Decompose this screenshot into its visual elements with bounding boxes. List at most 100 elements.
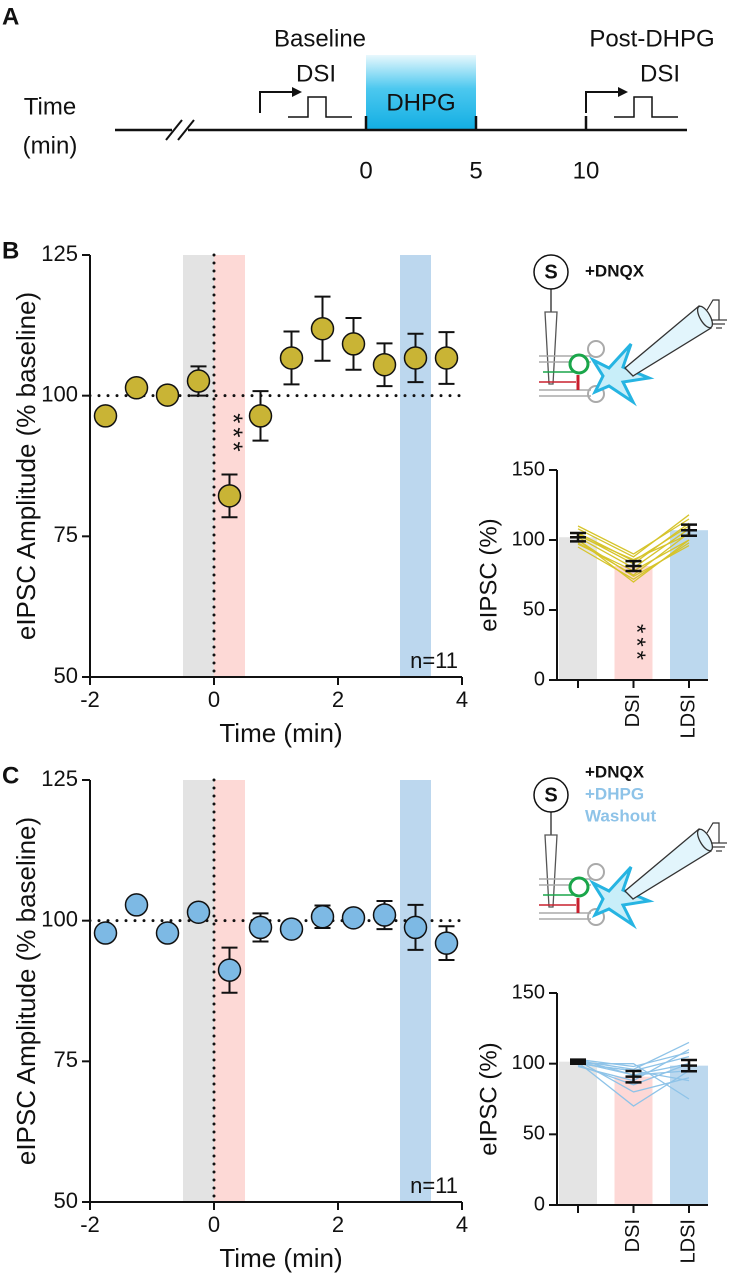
y-tick-label: 100 — [512, 528, 545, 550]
break-mark — [177, 119, 195, 141]
data-point — [248, 404, 273, 428]
significance: *** — [623, 624, 650, 664]
x-axis-label: Time (min) — [219, 718, 342, 748]
x-tick-label: 4 — [456, 1212, 468, 1237]
x-tick-label: DSI — [622, 694, 644, 727]
shaded-band — [400, 780, 431, 1202]
record-pipette — [624, 304, 712, 377]
schematic: S +DNQX +DHPG Washout — [533, 762, 727, 930]
y-tick-label: 150 — [512, 981, 545, 1003]
y-tick-label: 50 — [523, 1123, 545, 1145]
data-point — [310, 316, 335, 341]
shaded-band — [183, 780, 214, 1202]
x-tick-label: LDSI — [677, 1219, 699, 1263]
stim-arrow — [585, 91, 624, 113]
x-tick-label: LDSI — [677, 694, 699, 738]
data-point — [155, 921, 180, 945]
y-tick-label: 50 — [54, 663, 78, 688]
y-tick-label: 100 — [41, 906, 78, 931]
subject-line — [577, 533, 690, 561]
data-point — [248, 915, 273, 940]
bar — [670, 530, 708, 680]
error-bar — [681, 523, 697, 538]
significance: *** — [219, 413, 249, 455]
data-point — [372, 352, 397, 377]
record-pipette — [624, 827, 712, 900]
terminal — [587, 340, 605, 358]
stim-pipette — [544, 834, 558, 908]
schematic: S +DNQX — [533, 254, 727, 407]
protocol-title: Baseline — [274, 25, 366, 52]
terminal — [587, 863, 605, 881]
x-tick-label: 2 — [332, 1212, 344, 1237]
terminal — [568, 353, 590, 375]
stim-label: S — [544, 784, 557, 806]
axis-label: Time — [24, 93, 76, 120]
x-axis-label: Time (min) — [219, 1243, 342, 1273]
subject-line — [577, 514, 690, 558]
data-point — [217, 958, 242, 982]
terminal — [587, 385, 605, 403]
wire — [706, 822, 720, 843]
error-bar — [570, 531, 586, 543]
panel-label: C — [2, 762, 19, 789]
treatment-label: DHPG — [386, 89, 455, 116]
y-axis-label: eIPSC (%) — [475, 518, 502, 631]
pipette-tip — [696, 305, 714, 329]
protocol-title: Post-DHPG — [589, 25, 714, 52]
shaded-band — [400, 255, 431, 677]
n-label: n=11 — [410, 1173, 458, 1198]
subject-line — [577, 539, 690, 583]
data-point — [434, 931, 459, 955]
data-point — [403, 915, 428, 940]
neuron — [588, 342, 655, 407]
y-tick-label: 100 — [512, 1052, 545, 1074]
stim-arrow — [259, 91, 298, 113]
data-point — [403, 346, 428, 370]
y-tick-label: 125 — [41, 241, 78, 266]
y-tick-label: 50 — [523, 598, 545, 620]
y-tick-label: 150 — [512, 458, 545, 480]
bar — [614, 566, 653, 680]
bar — [559, 537, 597, 680]
y-tick-label: 100 — [41, 381, 78, 406]
x-tick-label: -2 — [80, 1212, 100, 1237]
data-point — [341, 332, 366, 356]
arrow-head — [618, 87, 628, 97]
condition-label: +DHPG — [585, 784, 644, 803]
data-point — [155, 383, 180, 407]
x-tick-label: 4 — [456, 687, 468, 712]
subject-line — [577, 1061, 690, 1107]
shaded-band — [214, 255, 245, 677]
subject-line — [577, 1051, 690, 1068]
data-point — [186, 900, 211, 924]
data-point — [186, 369, 211, 393]
data-point — [93, 921, 118, 945]
x-tick-label: 0 — [208, 1212, 220, 1237]
stim-electrode — [533, 254, 569, 290]
pulse — [614, 96, 678, 118]
subject-line — [577, 518, 690, 555]
panel-label: B — [2, 237, 19, 264]
data-point — [217, 484, 242, 508]
pulse — [288, 96, 352, 118]
treatment-block — [366, 55, 476, 130]
data-point — [341, 906, 366, 930]
data-point — [279, 346, 304, 370]
data-point — [279, 917, 304, 941]
axis-label: (min) — [23, 132, 78, 159]
panel-label: A — [2, 3, 19, 30]
tick-label: 0 — [359, 157, 372, 184]
arrow-head — [292, 87, 302, 97]
tick-label: 5 — [469, 157, 482, 184]
neuron — [588, 865, 655, 930]
shaded-band — [183, 255, 214, 677]
y-tick-label: 50 — [54, 1188, 78, 1213]
terminal — [568, 876, 590, 898]
error-bar — [570, 1058, 586, 1066]
stim-pipette — [544, 311, 558, 385]
error-bar — [625, 1069, 642, 1084]
y-tick-label: 0 — [534, 1193, 545, 1215]
